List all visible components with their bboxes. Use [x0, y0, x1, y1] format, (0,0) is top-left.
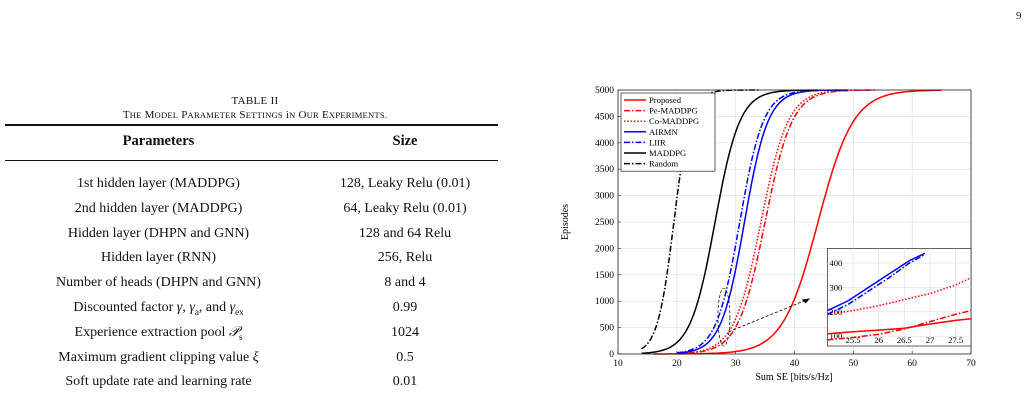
inset-y-tick-label: 100 [829, 331, 842, 341]
legend-label: AIRMN [649, 127, 678, 137]
y-tick-label: 1000 [595, 297, 614, 307]
inset-x-tick-label: 26.5 [897, 335, 912, 345]
y-tick-label: 4000 [595, 139, 614, 149]
param-name: Hidden layer (RNN) [100, 250, 217, 266]
table-row: Experience extraction pool 𝒫s 1024 [5, 325, 498, 349]
table-row: 1st hidden layer (MADDPG) 128, Leaky Relu… [5, 176, 498, 200]
table-top-rule [5, 124, 498, 126]
inset-y-tick-label: 400 [829, 258, 842, 268]
series-line [676, 89, 848, 354]
param-name: 2nd hidden layer (MADDPG) [74, 200, 243, 216]
x-tick-label: 60 [907, 359, 917, 369]
legend-label: Co-MADDPG [649, 116, 699, 126]
inset-series-line [827, 253, 926, 315]
legend-label: Random [649, 159, 678, 169]
inset-x-tick-label: 27 [926, 335, 935, 345]
param-name: Hidden layer (DHPN and GNN) [67, 225, 250, 241]
inset-series-line [827, 309, 972, 341]
y-tick-label: 5000 [595, 86, 614, 96]
zoom-ellipse [717, 287, 731, 347]
legend-label: Proposed [649, 95, 682, 105]
header-parameters: Parameters [122, 133, 195, 149]
inset-x-tick-label: 25.5 [846, 335, 861, 345]
inset-x-tick-label: 27.5 [948, 335, 963, 345]
table-header-rule [5, 160, 498, 161]
y-tick-label: 3500 [595, 165, 614, 175]
table-row: 2nd hidden layer (MADDPG) 64, Leaky Relu … [5, 201, 498, 225]
param-size: 256, Relu [377, 250, 433, 266]
x-tick-label: 50 [849, 359, 859, 369]
legend-label: Pe-MADDPG [649, 106, 698, 116]
chart: 10 20 30 40 50 60 70 0 500 1000 1500 2000 2500 3000 35… [560, 86, 976, 383]
param-name: Number of heads (DHPN and GNN) [56, 275, 261, 291]
x-tick-label: 20 [672, 359, 682, 369]
x-tick-label: 70 [966, 359, 976, 369]
param-size: 8 and 4 [384, 275, 426, 291]
x-tick-label: 30 [731, 359, 741, 369]
table-row: Hidden layer (RNN) 256, Relu [5, 250, 498, 274]
param-name: Discounted factor γ, γa, and γex [73, 300, 244, 317]
table-row: Number of heads (DHPN and GNN) 8 and 4 [5, 275, 498, 299]
y-tick-label: 2000 [595, 244, 614, 254]
legend-label: LIIR [649, 137, 666, 147]
param-size: 64, Leaky Relu (0.01) [343, 200, 467, 216]
y-tick-label: 4500 [595, 112, 614, 122]
page-number: 9 [1016, 10, 1022, 22]
y-tick-label: 3000 [595, 192, 614, 202]
y-tick-label: 500 [600, 324, 615, 334]
param-size: 1024 [391, 324, 419, 340]
table-header-row: Parameters Size [5, 133, 498, 157]
y-tick-label: 2500 [595, 218, 614, 228]
table-row: Maximum gradient clipping value ξ 0.5 [5, 350, 498, 374]
x-axis-label: Sum SE [bits/s/Hz] [755, 372, 832, 383]
table-row: Hidden layer (DHPN and GNN) 128 and 64 Re… [5, 226, 498, 250]
x-tick-label: 10 [613, 359, 623, 369]
legend-label: MADDPG [649, 148, 686, 158]
zoom-arrowhead [801, 298, 810, 304]
series-line [641, 89, 818, 355]
param-name: Soft update rate and learning rate [65, 374, 252, 390]
y-axis-label: Episodes [560, 204, 571, 240]
param-name: Maximum gradient clipping value ξ [58, 349, 259, 365]
inset-y-tick-label: 300 [829, 282, 842, 292]
table-label: TABLE II [231, 95, 279, 107]
param-name: Experience extraction pool 𝒫s [74, 324, 243, 342]
param-size: 0.01 [392, 374, 418, 390]
x-tick-label: 40 [790, 359, 800, 369]
param-name: 1st hidden layer (MADDPG) [77, 176, 240, 191]
inset-y-tick-label: 200 [829, 307, 842, 317]
y-tick-label: 0 [609, 350, 614, 360]
param-size: 128 and 64 Relu [358, 225, 452, 241]
header-size: Size [392, 133, 418, 149]
inset-series-line [827, 252, 926, 312]
table-title: THE MODEL PARAMETER SETTINGS iN OUR EXPE… [122, 109, 388, 121]
param-size: 128, Leaky Relu (0.01) [339, 176, 471, 191]
inset-x-tick-label: 26 [874, 335, 883, 345]
param-size: 0.5 [396, 349, 414, 365]
param-size: 0.99 [392, 300, 418, 315]
table-row: Soft update rate and learning rate 0.01 [5, 374, 498, 398]
table-row: Discounted factor γ, γa, and γex 0.99 [5, 300, 498, 324]
y-tick-label: 1500 [595, 271, 614, 281]
